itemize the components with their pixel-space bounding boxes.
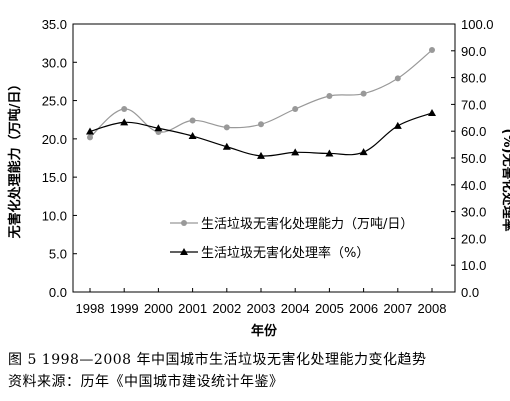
- left-tick-label: 20.0: [42, 132, 67, 147]
- rate-point: [393, 121, 402, 129]
- left-tick-label: 10.0: [42, 208, 67, 223]
- legend: 生活垃圾无害化处理能力（万吨/日） 生活垃圾无害化处理率（%）: [170, 216, 413, 261]
- x-tick-label: 2008: [418, 301, 447, 316]
- rate-point: [291, 148, 300, 156]
- rate-point: [86, 127, 94, 135]
- x-tick-label: 2004: [281, 301, 310, 316]
- rate-point: [428, 108, 436, 116]
- right-tick-label: 20.0: [461, 231, 486, 246]
- right-tick-label: 0.0: [461, 285, 479, 300]
- capacity-point: [121, 105, 128, 112]
- right-tick-label: 40.0: [461, 178, 486, 193]
- figure-source: 资料来源：历年《中国城市建设统计年鉴》: [8, 374, 284, 390]
- rate-point: [222, 142, 231, 150]
- rate-point: [120, 118, 129, 126]
- rate-point: [359, 148, 368, 156]
- left-tick-label: 15.0: [42, 170, 67, 185]
- x-tick-label: 2001: [178, 301, 207, 316]
- rate-point: [257, 151, 265, 159]
- x-tick-label: 2003: [247, 301, 276, 316]
- series-layer: [86, 47, 436, 159]
- left-axis-title: 无害化处理能力（万吨/日）: [7, 78, 23, 240]
- capacity-point: [87, 134, 93, 141]
- right-tick-label: 100.0: [461, 17, 494, 32]
- x-tick-label: 2006: [349, 301, 378, 316]
- legend-item-capacity: 生活垃圾无害化处理能力（万吨/日）: [170, 216, 413, 232]
- x-axis-ticks: 1998 1999 2000 2001 2002 2003 2004 2005 2006 2007…: [76, 288, 447, 316]
- right-tick-label: 90.0: [461, 44, 486, 59]
- capacity-point: [258, 121, 264, 128]
- left-axis-ticks: 0.0 5.0 10.0 15.0 20.0 25.0 30.0 35.0: [42, 17, 77, 300]
- right-tick-label: 80.0: [461, 71, 486, 86]
- x-tick-label: 2005: [315, 301, 344, 316]
- right-tick-label: 10.0: [461, 258, 486, 273]
- capacity-point: [292, 105, 299, 112]
- x-tick-label: 1999: [110, 301, 139, 316]
- right-tick-label: 50.0: [461, 151, 486, 166]
- capacity-point: [326, 92, 333, 99]
- capacity-point: [223, 124, 230, 131]
- rate-point: [325, 149, 334, 157]
- capacity-point: [394, 75, 401, 82]
- capacity-point: [429, 47, 435, 54]
- legend-item-rate: 生活垃圾无害化处理率（%）: [170, 245, 369, 261]
- legend-triangle-marker: [180, 248, 188, 255]
- legend-circle-marker: [181, 220, 187, 226]
- capacity-point: [189, 117, 196, 124]
- right-tick-label: 70.0: [461, 97, 486, 112]
- left-tick-label: 30.0: [42, 55, 67, 70]
- right-axis-title: (%)无害化处理率: [500, 129, 510, 232]
- left-tick-label: 35.0: [42, 17, 67, 32]
- right-axis-ticks: 0.0 10.0 20.0 30.0 40.0 50.0 60.0 70.0 80.0 90.0 1…: [451, 17, 494, 300]
- right-tick-label: 30.0: [461, 205, 486, 220]
- figure-caption: 图 5 1998—2008 年中国城市生活垃圾无害化处理能力变化趋势: [8, 352, 427, 368]
- left-tick-label: 5.0: [49, 247, 67, 262]
- right-tick-label: 60.0: [461, 124, 486, 139]
- rate-point: [154, 124, 163, 132]
- rate-point: [188, 132, 197, 140]
- x-tick-label: 2007: [383, 301, 412, 316]
- capacity-point: [360, 90, 367, 97]
- x-tick-label: 1998: [76, 301, 105, 316]
- left-tick-label: 25.0: [42, 94, 67, 109]
- x-tick-label: 2000: [144, 301, 173, 316]
- left-tick-label: 0.0: [49, 285, 67, 300]
- x-tick-label: 2002: [212, 301, 241, 316]
- legend-label-rate: 生活垃圾无害化处理率（%）: [201, 245, 369, 261]
- chart: 0.0 5.0 10.0 15.0 20.0 25.0 30.0 35.0 0.0 10.0 20…: [7, 17, 510, 339]
- legend-label-capacity: 生活垃圾无害化处理能力（万吨/日）: [201, 216, 413, 232]
- x-axis-title: 年份: [251, 323, 278, 339]
